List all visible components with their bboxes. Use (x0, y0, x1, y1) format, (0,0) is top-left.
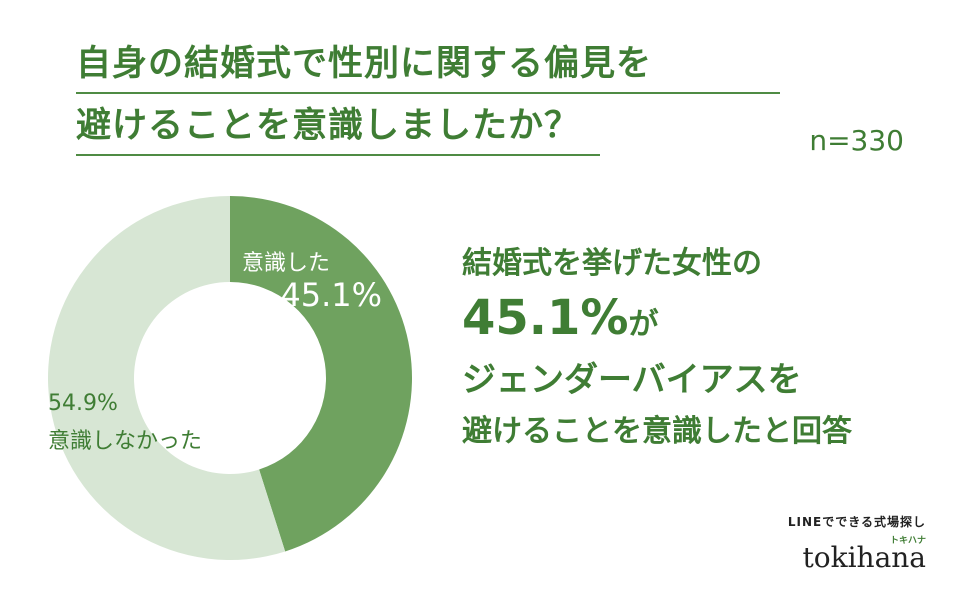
brand-logo: tokihana (802, 541, 926, 574)
summary-line-2: 45.1%が (462, 288, 659, 355)
brand-block: LINEでできる式場探し トキハナ tokihana (788, 513, 926, 572)
summary-highlight-suffix: が (628, 307, 659, 342)
donut-slice-2 (47, 196, 286, 560)
slice-2-value-label: 54.9% (48, 391, 118, 416)
slice-1-name-label: 意識した (242, 251, 330, 276)
slice-2-name-label: 意識しなかった (48, 429, 202, 454)
title-underline-1 (76, 92, 780, 94)
summary-line-1: 結婚式を挙げた女性の (462, 246, 762, 281)
title-line-1: 自身の結婚式で性別に関する偏見を (76, 44, 653, 84)
brand-tagline: LINEでできる式場探し (787, 515, 926, 529)
summary-line-4: 避けることを意識したと回答 (462, 414, 852, 449)
title-line-2: 避けることを意識しましたか？ (76, 106, 581, 146)
summary-highlight-value: 45.1% (462, 290, 629, 346)
brand-kana: トキハナ (889, 536, 926, 546)
summary-line-3: ジェンダーバイアスを (462, 360, 802, 400)
title-underline-2 (76, 154, 600, 156)
slice-1-value-label: 45.1% (280, 276, 382, 314)
sample-size: n=330 (809, 124, 904, 157)
donut-slice-1 (230, 196, 412, 552)
